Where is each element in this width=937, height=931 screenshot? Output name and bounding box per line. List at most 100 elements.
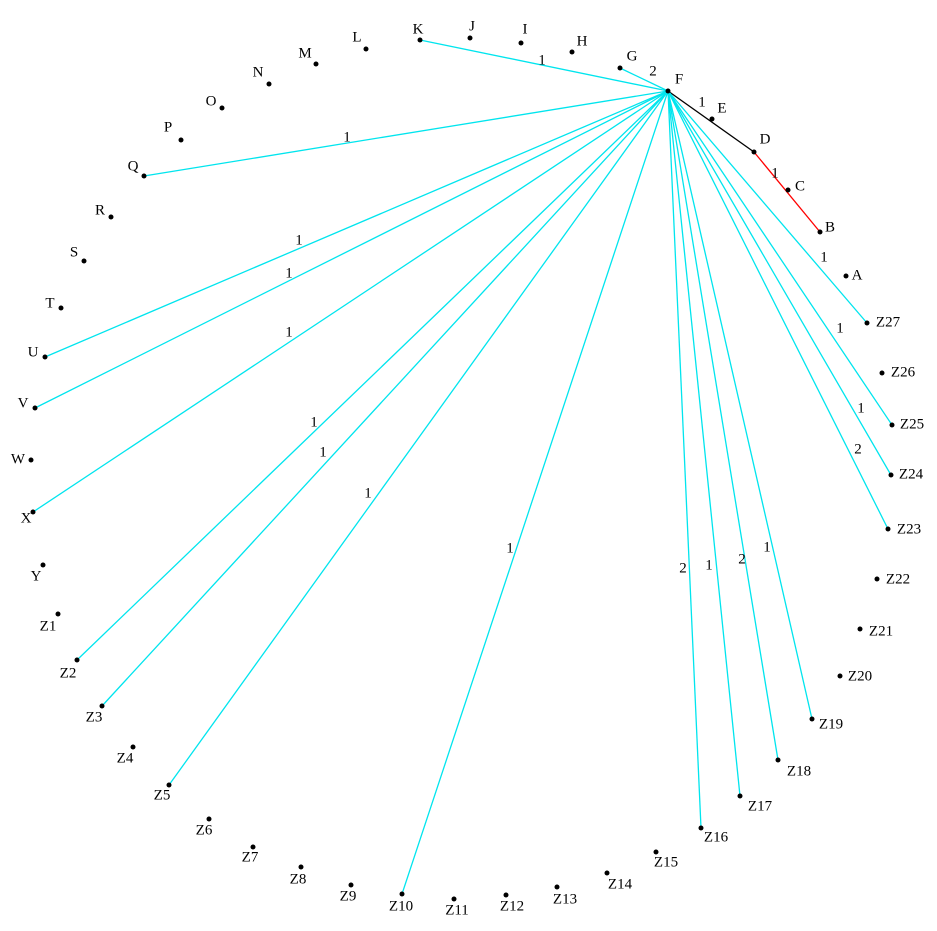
node-label: Z21 [869, 623, 893, 639]
node-dot [569, 49, 575, 55]
node-label: I [523, 21, 528, 37]
node-dot [653, 849, 659, 855]
edge-weight: 1 [295, 232, 303, 248]
node-dot [698, 825, 704, 831]
node-dot [178, 137, 184, 143]
node-label: Z16 [704, 829, 729, 845]
node-dot [108, 214, 114, 220]
node-dot [467, 35, 473, 41]
edge-weight: 2 [649, 63, 657, 79]
edge-weight: 1 [820, 249, 828, 265]
edge [667, 90, 868, 324]
node-label: Z22 [886, 571, 910, 587]
node-label: Z24 [899, 466, 924, 482]
node-dot [348, 882, 354, 888]
node-label: Z19 [819, 716, 843, 732]
node-label: O [206, 93, 217, 109]
node-dot [99, 703, 105, 709]
node-dot [751, 149, 757, 155]
node-dot [809, 716, 815, 722]
edge-weight: 1 [698, 94, 706, 110]
edge-weight: 1 [343, 129, 351, 145]
node-label: Z23 [897, 521, 921, 537]
edge [667, 90, 702, 829]
node-dot [313, 61, 319, 67]
edge [32, 90, 669, 513]
node-dot [30, 509, 36, 515]
node-dot [81, 258, 87, 264]
node-label: Z13 [553, 891, 577, 907]
edge [34, 90, 669, 409]
edge-weight: 1 [771, 165, 779, 181]
node-dot [298, 864, 304, 870]
node-dot [518, 40, 524, 46]
node-label: R [95, 202, 105, 218]
edge-weight: 1 [285, 265, 293, 281]
edge [44, 90, 669, 358]
node-dot [864, 320, 870, 326]
node-label: C [795, 178, 805, 194]
node-dot [874, 576, 880, 582]
edge [619, 67, 669, 92]
node-dot [206, 816, 212, 822]
node-dot [40, 562, 46, 568]
node-label: X [21, 510, 32, 526]
node-dot [885, 526, 891, 532]
node-label: Z10 [389, 898, 413, 914]
node-dot [785, 187, 791, 193]
node-label: U [28, 344, 39, 360]
node-dot [266, 81, 272, 87]
node-dot [28, 457, 34, 463]
node-label: Z15 [654, 854, 678, 870]
edge-weight: 1 [763, 539, 771, 555]
edge [667, 90, 755, 153]
node-label: Z4 [117, 750, 134, 766]
edge [667, 90, 779, 761]
edge-weight: 1 [538, 52, 546, 68]
edge [667, 90, 892, 476]
node-dot [665, 88, 671, 94]
node-label: Q [128, 158, 139, 174]
node-dot [141, 173, 147, 179]
edge [401, 90, 669, 895]
edge [667, 90, 741, 797]
node-dot [817, 229, 823, 235]
node-dot [451, 896, 457, 902]
edge-weight: 1 [319, 444, 327, 460]
node-dot [775, 757, 781, 763]
edge-weight: 1 [506, 540, 514, 556]
node-label: Z2 [60, 665, 77, 681]
edge-weight: 1 [285, 324, 293, 340]
edge-weight: 1 [310, 414, 318, 430]
node-label: Z12 [500, 898, 524, 914]
node-label: T [45, 295, 54, 311]
node-dot [503, 892, 509, 898]
edge-weight: 2 [738, 551, 746, 567]
node-dot [58, 305, 64, 311]
node-dot [166, 782, 172, 788]
edge [419, 39, 669, 92]
node-label: Z1 [40, 618, 57, 634]
node-label: Z25 [900, 416, 924, 432]
node-label: S [70, 244, 78, 260]
node-label: F [675, 71, 683, 87]
nodes: K J IHGFEDCBAZ27Z26Z25Z24Z23Z22Z21Z20Z19Z1… [11, 18, 924, 918]
node-dot [604, 870, 610, 876]
edge [667, 90, 893, 426]
node-label: Z11 [445, 902, 469, 918]
node-dot [363, 46, 369, 52]
edge [101, 90, 669, 707]
node-label: G [627, 48, 638, 64]
node-dot [843, 273, 849, 279]
node-dot [417, 37, 423, 43]
edge [168, 90, 669, 786]
node-label: L [352, 29, 361, 45]
node-dot [837, 673, 843, 679]
node-label: Z3 [86, 709, 103, 725]
node-dot [399, 891, 405, 897]
node-dot [42, 354, 48, 360]
node-dot [55, 611, 61, 617]
node-label: M [298, 45, 311, 61]
